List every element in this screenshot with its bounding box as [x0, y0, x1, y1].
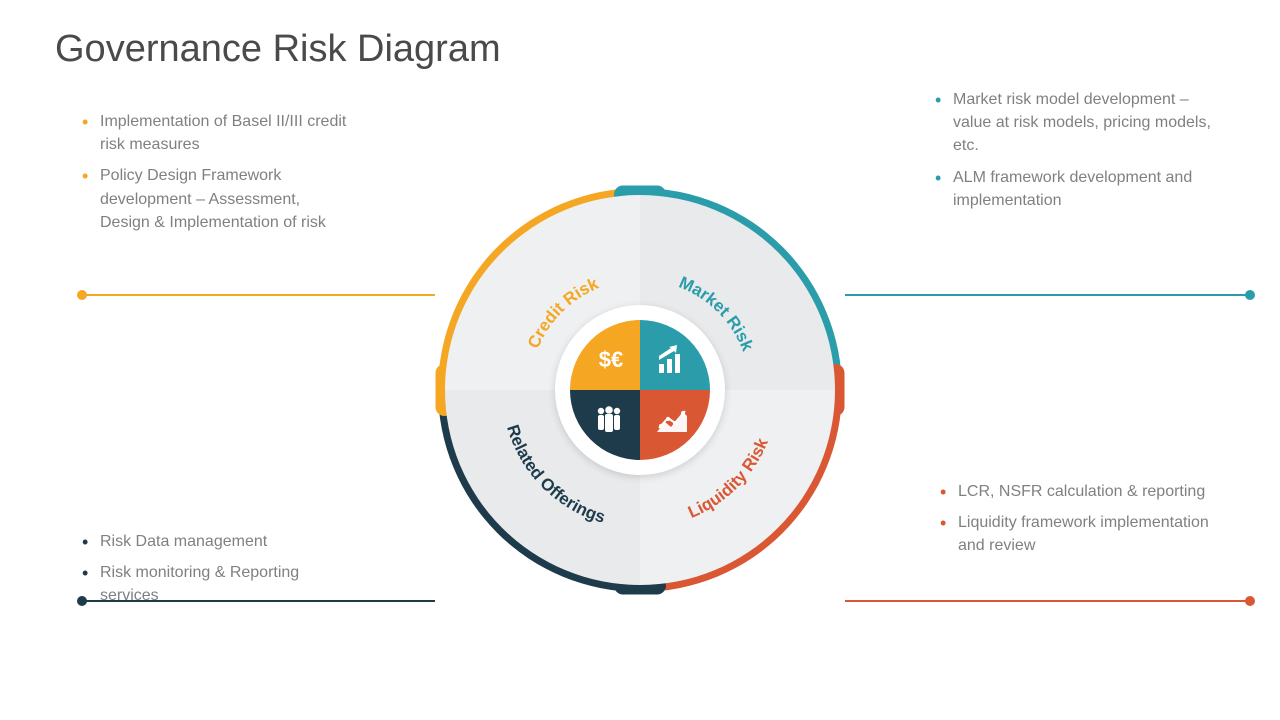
bullets-credit: Implementation of Basel II/III credit ri… — [82, 110, 352, 242]
bullet-item: Market risk model development – value at… — [935, 88, 1215, 158]
icon-quadrant-credit: $€ — [570, 320, 640, 390]
bullet-item: Risk monitoring & Reporting services — [82, 561, 332, 607]
bullet-item: Risk Data management — [82, 530, 332, 553]
people-group-icon — [589, 401, 629, 441]
callout-market-line — [845, 294, 1250, 296]
bar-chart-up-icon — [653, 342, 689, 378]
icon-quadrant-market — [640, 320, 710, 390]
bullet-item: Liquidity framework implementation and r… — [940, 511, 1220, 557]
callout-market-dot — [1245, 290, 1255, 300]
bullets-market: Market risk model development – value at… — [935, 88, 1215, 220]
bullets-related: Risk Data management Risk monitoring & R… — [82, 530, 332, 616]
inner-circle: $€ — [570, 320, 710, 460]
currency-icon: $€ — [587, 337, 623, 373]
line-area-chart-icon — [653, 402, 691, 440]
callout-liquidity-line — [845, 600, 1250, 602]
bullet-item: ALM framework development and implementa… — [935, 166, 1215, 212]
icon-quadrant-liquidity — [640, 390, 710, 460]
callout-liquidity-dot — [1245, 596, 1255, 606]
bullets-liquidity: LCR, NSFR calculation & reporting Liquid… — [940, 480, 1220, 566]
page-title: Governance Risk Diagram — [55, 28, 501, 71]
bullet-item: Implementation of Basel II/III credit ri… — [82, 110, 352, 156]
icon-quadrant-related — [570, 390, 640, 460]
callout-credit-dot — [77, 290, 87, 300]
bullet-item: LCR, NSFR calculation & reporting — [940, 480, 1220, 503]
callout-credit-line — [82, 294, 435, 296]
bullet-item: Policy Design Framework development – As… — [82, 164, 352, 234]
